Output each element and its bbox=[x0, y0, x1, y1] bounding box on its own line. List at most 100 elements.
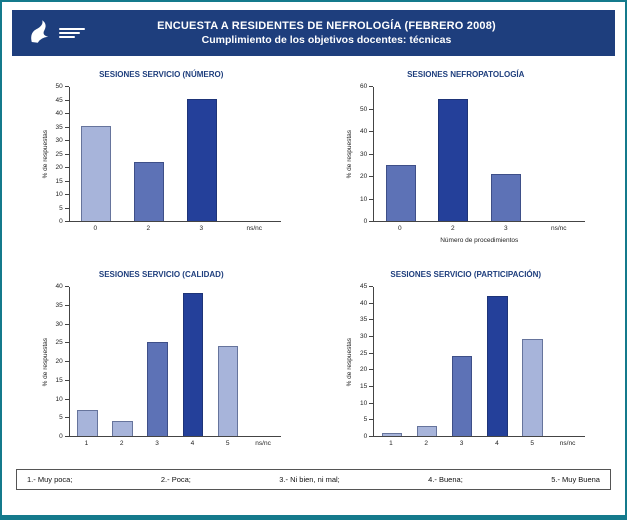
x-tick-label: 2 bbox=[450, 225, 455, 232]
x-axis: 0 2 3 ns/nc bbox=[69, 225, 281, 232]
y-tick-label: 30 bbox=[55, 320, 63, 328]
x-tick-label: ns/nc bbox=[246, 225, 263, 232]
y-tick-label: 10 bbox=[360, 195, 368, 203]
charts-grid: SESIONES SERVICIO (NÚMERO) % de respuesta… bbox=[12, 70, 615, 447]
y-tick-mark bbox=[64, 99, 69, 101]
legend-item: 5.- Muy Buena bbox=[551, 475, 600, 484]
y-tick-label: 20 bbox=[55, 164, 63, 171]
chart-title: SESIONES SERVICIO (NÚMERO) bbox=[99, 70, 224, 79]
report-header: ENCUESTA A RESIDENTES DE NEFROLOGÍA (FEB… bbox=[12, 10, 615, 56]
x-axis-label: Número de procedimientos bbox=[440, 237, 519, 244]
y-tick-mark bbox=[64, 180, 69, 182]
y-axis-label: % de respuestas bbox=[41, 130, 49, 179]
y-tick-label: 20 bbox=[360, 366, 368, 374]
y-axis-label: % de respuestas bbox=[346, 337, 354, 387]
y-tick-mark bbox=[369, 436, 374, 437]
plot-area bbox=[373, 287, 586, 437]
plot-area bbox=[68, 87, 281, 222]
x-tick-label: 0 bbox=[93, 225, 98, 232]
y-tick-label: 15 bbox=[55, 376, 63, 384]
y-tick-label: 35 bbox=[360, 316, 368, 324]
y-tick-mark bbox=[64, 417, 69, 419]
x-tick-label: 3 bbox=[503, 225, 508, 232]
y-axis-label: % de respuestas bbox=[346, 130, 354, 179]
y-axis-label: % de respuestas bbox=[41, 337, 49, 387]
x-tick-label: 2 bbox=[146, 225, 151, 232]
plot-area bbox=[68, 287, 281, 437]
y-tick-label: 0 bbox=[363, 218, 368, 225]
y-tick-label: 5 bbox=[59, 204, 63, 212]
y-tick-mark bbox=[369, 176, 374, 177]
y-tick-label: 0 bbox=[363, 433, 368, 440]
bar-slot bbox=[175, 287, 210, 436]
bar bbox=[186, 99, 217, 221]
chart-sesiones-servicio-participacion: SESIONES SERVICIO (PARTICIPACIÓN) % de re… bbox=[321, 270, 612, 447]
y-tick-label: 40 bbox=[360, 128, 368, 135]
y-tick-mark bbox=[64, 304, 69, 306]
y-tick-label: 10 bbox=[55, 191, 63, 198]
y-tick-label: 5 bbox=[59, 414, 63, 422]
bar-slot bbox=[409, 287, 444, 436]
bar-slot bbox=[228, 87, 281, 221]
y-tick-label: 15 bbox=[55, 177, 63, 185]
y-tick-mark bbox=[369, 319, 374, 321]
sen-logo-text-lines bbox=[59, 28, 85, 38]
bar-slot bbox=[175, 87, 228, 221]
y-tick-label: 60 bbox=[360, 83, 368, 90]
x-tick-label: 5 bbox=[225, 440, 230, 447]
x-tick-label: 2 bbox=[424, 440, 429, 447]
y-tick-mark bbox=[64, 379, 69, 381]
legend-item: 3.- Ni bien, ni mal; bbox=[279, 475, 340, 484]
y-axis: 0 5 10 15 20 25 30 35 40 45 bbox=[355, 283, 374, 440]
y-tick-mark bbox=[64, 86, 69, 87]
y-tick-label: 0 bbox=[59, 218, 63, 225]
y-tick-label: 40 bbox=[55, 283, 63, 290]
y-tick-mark bbox=[369, 153, 374, 155]
x-tick-label: 1 bbox=[389, 440, 393, 447]
y-tick-label: 30 bbox=[360, 333, 368, 340]
y-tick-mark bbox=[369, 108, 374, 110]
y-tick-label: 35 bbox=[55, 301, 63, 309]
bar-slot bbox=[210, 287, 245, 436]
bar-slot bbox=[105, 287, 140, 436]
y-tick-label: 10 bbox=[360, 399, 368, 407]
y-tick-mark bbox=[369, 352, 374, 354]
bar-slot bbox=[550, 287, 585, 436]
legend-item: 4.- Buena; bbox=[428, 475, 463, 484]
legend-item: 1.- Muy poca; bbox=[27, 475, 73, 484]
rating-scale-legend: 1.- Muy poca; 2.- Poca; 3.- Ni bien, ni … bbox=[16, 469, 611, 490]
bar-slot bbox=[140, 287, 175, 436]
chart-body: % de respuestas 0 5 10 15 20 25 30 35 40 45 50 0 2 3 ns… bbox=[41, 83, 281, 232]
page-title: ENCUESTA A RESIDENTES DE NEFROLOGÍA (FEB… bbox=[157, 20, 496, 32]
x-tick-label: 3 bbox=[459, 440, 464, 447]
y-axis: 0 5 10 15 20 25 30 35 40 45 50 bbox=[51, 83, 69, 225]
x-tick-label: 1 bbox=[84, 440, 89, 447]
y-tick-label: 25 bbox=[360, 349, 368, 357]
chart-sesiones-nefropatologia: SESIONES NEFROPATOLOGÍA % de respuestas 0 1… bbox=[321, 70, 612, 244]
bar bbox=[381, 433, 403, 436]
x-tick-label: 2 bbox=[119, 440, 124, 447]
y-tick-label: 20 bbox=[360, 173, 368, 180]
y-tick-mark bbox=[369, 419, 374, 421]
y-tick-mark bbox=[369, 86, 374, 87]
bar-slot bbox=[427, 87, 480, 221]
y-axis: 0 5 10 15 20 25 30 35 40 bbox=[51, 283, 69, 440]
y-tick-mark bbox=[369, 386, 374, 387]
y-tick-label: 45 bbox=[360, 283, 368, 290]
chart-sesiones-servicio-numero: SESIONES SERVICIO (NÚMERO) % de respuesta… bbox=[16, 70, 307, 244]
bar bbox=[77, 410, 98, 436]
y-tick-label: 35 bbox=[55, 123, 63, 131]
y-tick-label: 0 bbox=[59, 433, 63, 440]
chart-title: SESIONES SERVICIO (PARTICIPACIÓN) bbox=[390, 270, 542, 279]
y-tick-mark bbox=[64, 153, 69, 155]
y-tick-mark bbox=[64, 140, 69, 141]
chart-title: SESIONES SERVICIO (CALIDAD) bbox=[98, 270, 224, 279]
y-tick-mark bbox=[64, 221, 69, 222]
chart-body: % de respuestas 0 10 20 30 40 50 60 0 2 3 ns/nc Núme… bbox=[346, 83, 586, 244]
y-tick-label: 10 bbox=[55, 395, 63, 403]
bar bbox=[81, 126, 112, 221]
bar-slot bbox=[445, 287, 480, 436]
bar bbox=[438, 99, 469, 221]
x-axis: 1 2 3 4 5 ns/nc bbox=[69, 440, 281, 447]
